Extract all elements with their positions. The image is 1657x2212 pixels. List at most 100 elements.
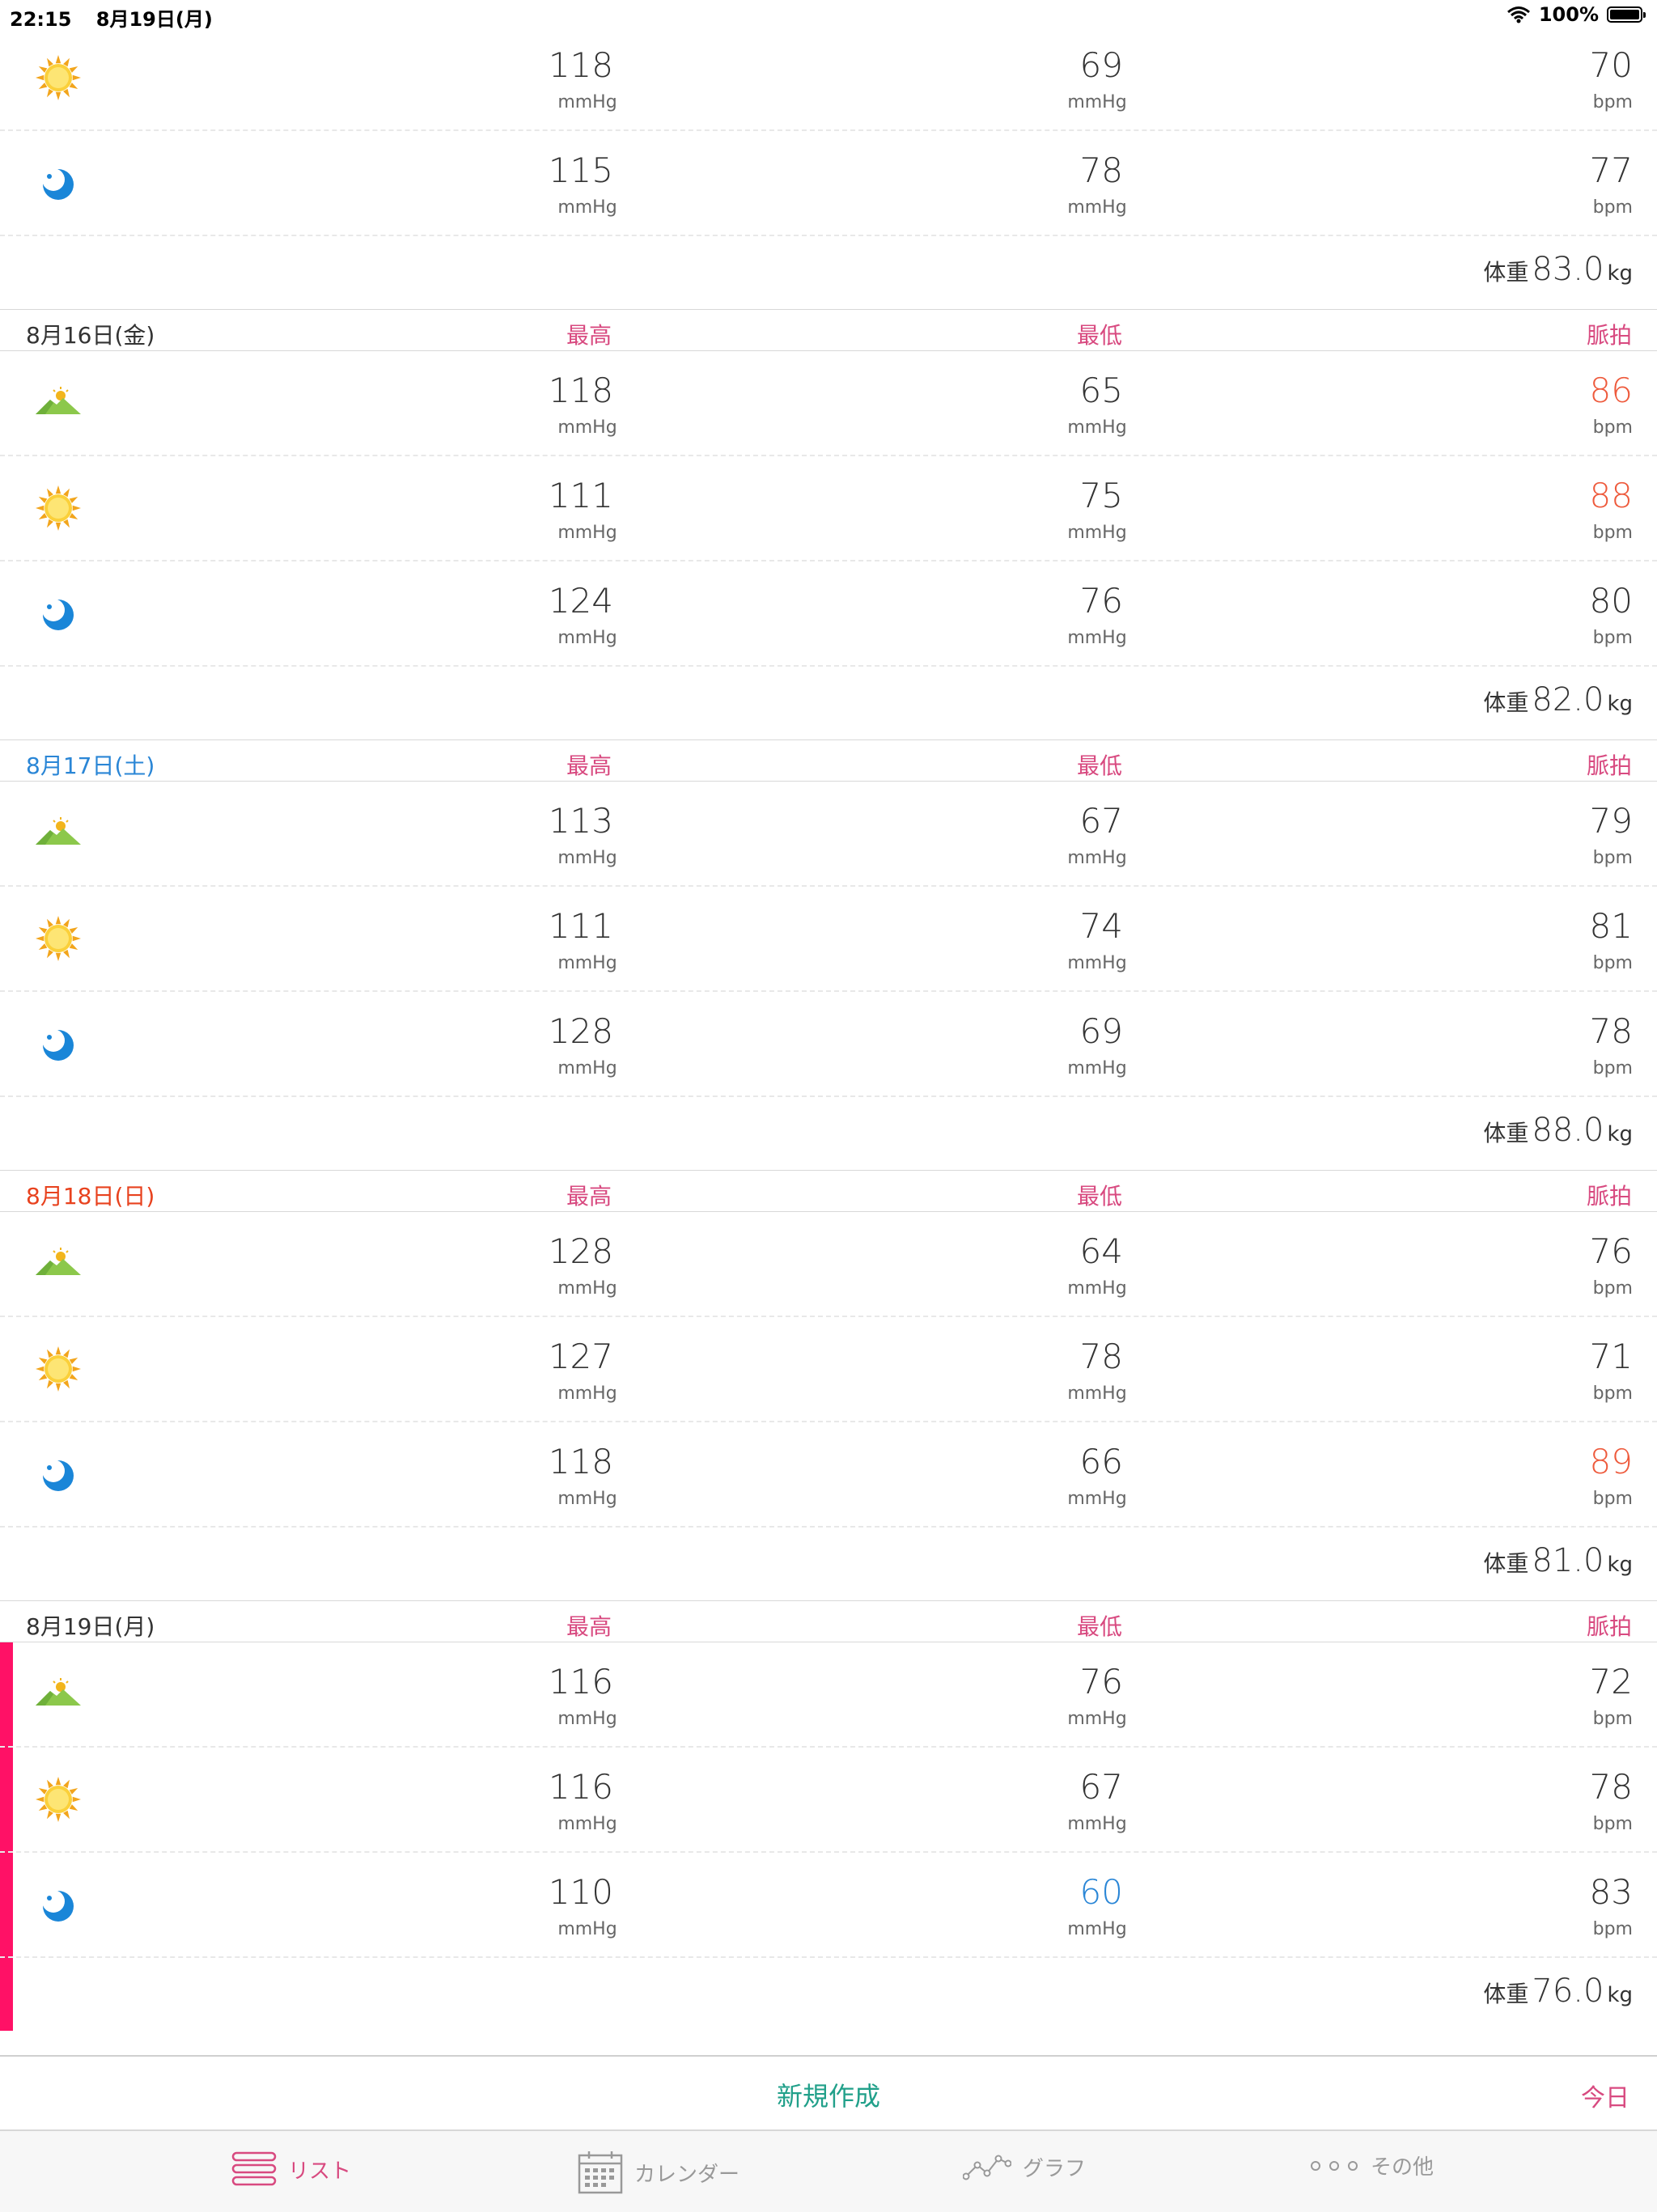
record-list[interactable]: 8月15日(木)最高最低脈拍118mmHg69mmHg70bpm115mmHg7… [0,32,1657,2055]
day-date: 8月18日(日) [26,1183,155,1210]
pulse-value: 88 [1589,476,1633,515]
weight-row[interactable]: 体重 82.0 kg [0,667,1657,739]
diastolic-label: 最低 [1076,1613,1122,1640]
weight: 体重 81.0 kg [1483,1542,1633,1579]
measurement-row[interactable]: 115 mmHg 78 mmHg 77 bpm [0,131,1657,236]
tab-list-label: リスト [288,2159,352,2184]
diastolic-value: 69 [1079,1011,1123,1051]
new-entry-button[interactable]: 新規作成 [776,2081,880,2112]
tab-graph[interactable]: グラフ [963,2151,1086,2183]
pulse-label: 脈拍 [1586,322,1632,349]
diastolic-unit: mmHg [1067,417,1127,438]
measurement-row[interactable]: 111 mmHg 75 mmHg 88 bpm [0,456,1657,561]
day-records: 128 mmHg 64 mmHg 76 bpm 127 mmHg 78 mmHg 71 bpm 118 m… [0,1212,1657,1600]
weight-label: 体重 [1483,1120,1529,1146]
weight-row[interactable]: 体重 88.0 kg [0,1097,1657,1170]
measurement-row[interactable]: 118 mmHg 66 mmHg 89 bpm [0,1422,1657,1528]
weight-unit: kg [1607,1983,1633,2007]
measurement-row[interactable]: 110 mmHg 60 mmHg 83 bpm [0,1853,1657,1958]
weight-row[interactable]: 体重 81.0 kg [0,1528,1657,1600]
diastolic-value: 74 [1079,906,1123,946]
systolic-unit: mmHg [557,628,617,648]
systolic-value: 116 [548,1767,613,1807]
calendar-icon [578,2151,623,2194]
weight: 体重 83.0 kg [1483,251,1633,288]
today-button[interactable]: 今日 [1581,2084,1629,2112]
systolic-unit: mmHg [557,848,617,868]
diastolic-value: 75 [1079,476,1123,515]
pulse-unit: bpm [1592,1384,1633,1404]
mountain-sunrise-icon [34,809,83,858]
moon-icon [34,1019,83,1068]
diastolic-unit: mmHg [1067,848,1127,868]
mountain-sunrise-icon [34,1239,83,1288]
diastolic-unit: mmHg [1067,523,1127,543]
weight-value: 81.0 [1532,1542,1604,1579]
diastolic-unit: mmHg [1067,628,1127,648]
day-header: 8月18日(日) 最高 最低 脈拍 [0,1170,1657,1212]
pulse-value: 71 [1589,1337,1633,1376]
measurement-row[interactable]: 118 mmHg 69 mmHg 70 bpm [0,32,1657,131]
measurement-row[interactable]: 124 mmHg 76 mmHg 80 bpm [0,561,1657,667]
diastolic-unit: mmHg [1067,1919,1127,1939]
systolic-label: 最高 [566,1613,612,1640]
weight-value: 88.0 [1532,1112,1604,1149]
weight-unit: kg [1607,261,1633,286]
pulse-value: 70 [1589,45,1633,85]
weight-row[interactable]: 体重 76.0 kg [0,1958,1657,2031]
weight-label: 体重 [1483,259,1529,286]
diastolic-label: 最低 [1076,752,1122,779]
status-time: 22:15 [10,8,72,31]
measurement-row[interactable]: 128 mmHg 64 mmHg 76 bpm [0,1212,1657,1317]
systolic-unit: mmHg [557,1709,617,1729]
moon-icon [34,159,83,207]
battery-icon [1607,6,1646,23]
measurement-row[interactable]: 118 mmHg 65 mmHg 86 bpm [0,351,1657,456]
systolic-value: 124 [548,581,613,621]
day-records: 113 mmHg 67 mmHg 79 bpm 111 mmHg 74 mmHg 81 bpm 128 m… [0,782,1657,1170]
mountain-sunrise-icon [34,379,83,427]
weight-label: 体重 [1483,689,1529,716]
measurement-row[interactable]: 111 mmHg 74 mmHg 81 bpm [0,887,1657,992]
tab-calendar[interactable]: カレンダー [578,2151,740,2194]
measurement-row[interactable]: 128 mmHg 69 mmHg 78 bpm [0,992,1657,1097]
diastolic-unit: mmHg [1067,1814,1127,1834]
pulse-unit: bpm [1592,1709,1633,1729]
diastolic-unit: mmHg [1067,197,1127,218]
weight: 体重 76.0 kg [1483,1973,1633,2010]
measurement-row[interactable]: 113 mmHg 67 mmHg 79 bpm [0,782,1657,887]
pulse-unit: bpm [1592,1058,1633,1078]
weight-unit: kg [1607,1553,1633,1577]
weight: 体重 82.0 kg [1483,681,1633,718]
status-date: 8月19日(月) [95,8,213,31]
systolic-unit: mmHg [557,417,617,438]
diastolic-unit: mmHg [1067,1709,1127,1729]
pulse-unit: bpm [1592,523,1633,543]
systolic-label: 最高 [566,752,612,779]
tab-list[interactable]: リスト [231,2151,351,2188]
diastolic-unit: mmHg [1067,953,1127,973]
systolic-unit: mmHg [557,1919,617,1939]
systolic-unit: mmHg [557,197,617,218]
measurement-row[interactable]: 116 mmHg 76 mmHg 72 bpm [0,1642,1657,1748]
tab-other[interactable]: その他 [1309,2151,1434,2180]
moon-icon [34,1450,83,1498]
pulse-unit: bpm [1592,1814,1633,1834]
weight-row[interactable]: 体重 83.0 kg [0,236,1657,309]
sun-icon [34,914,83,963]
systolic-unit: mmHg [557,1814,617,1834]
mountain-sunrise-icon [34,1670,83,1718]
measurement-row[interactable]: 127 mmHg 78 mmHg 71 bpm [0,1317,1657,1422]
pulse-label: 脈拍 [1586,1613,1632,1640]
graph-icon [963,2155,1011,2180]
day-records: 118 mmHg 65 mmHg 86 bpm 111 mmHg 75 mmHg 88 bpm 124 m… [0,351,1657,739]
moon-icon [34,589,83,638]
day-date: 8月17日(土) [26,752,155,779]
diastolic-value: 78 [1079,1337,1123,1376]
systolic-value: 128 [548,1231,613,1271]
day-date: 8月16日(金) [26,322,155,349]
measurement-row[interactable]: 116 mmHg 67 mmHg 78 bpm [0,1748,1657,1853]
pulse-value: 89 [1589,1442,1633,1481]
diastolic-value: 78 [1079,150,1123,190]
systolic-value: 118 [548,1442,613,1481]
